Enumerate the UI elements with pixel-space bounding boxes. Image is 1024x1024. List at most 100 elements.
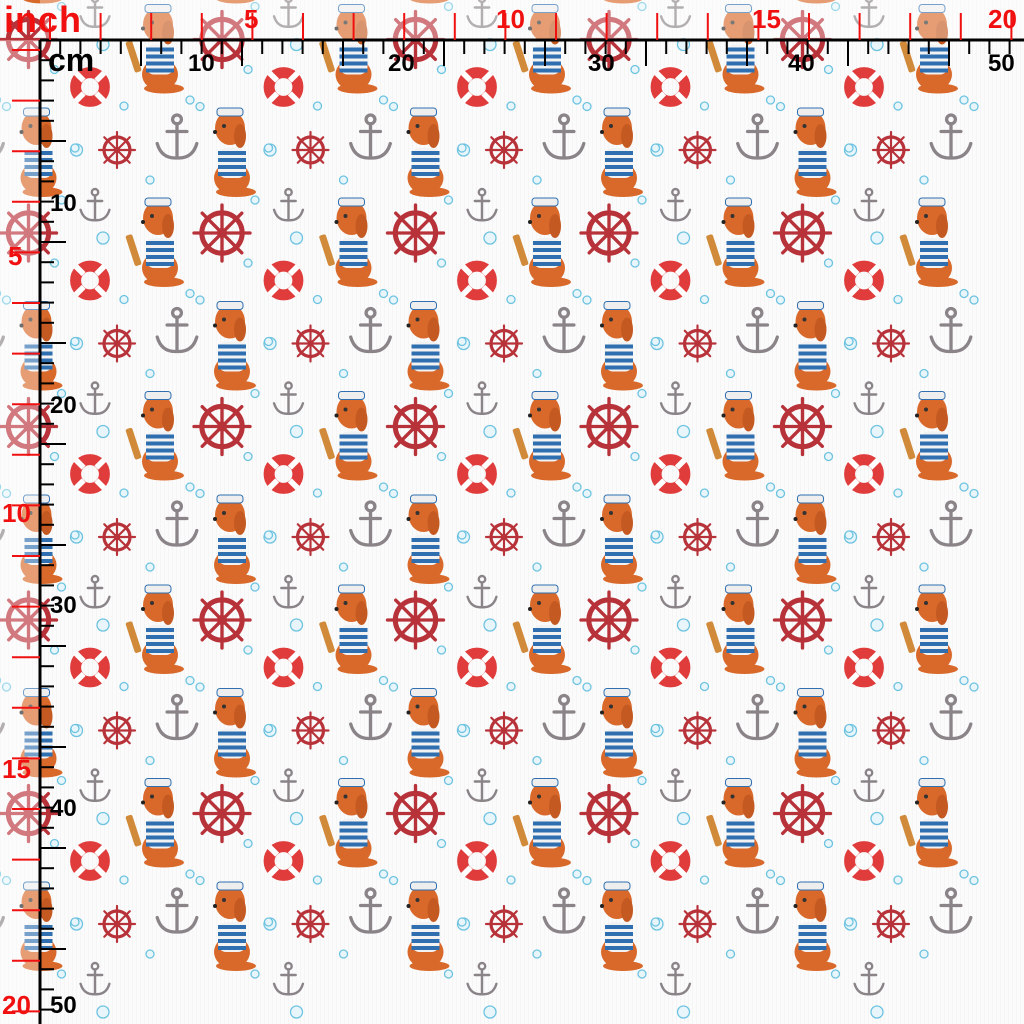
bubble-icon: [185, 675, 195, 686]
left-inch-label: 5: [8, 241, 23, 271]
bubble-icon: [765, 869, 776, 879]
lifebuoy-icon: [844, 647, 884, 688]
sailor-dog-spyglass-icon: [319, 584, 378, 674]
bubble-icon: [70, 143, 80, 153]
bubble-icon: [676, 811, 691, 826]
bubble-icon: [388, 488, 399, 499]
ship-wheel-small-icon: [97, 904, 137, 944]
sailor-dog-icon: [793, 107, 837, 197]
anchor-small-icon: [659, 187, 692, 222]
ship-wheel-small-icon: [484, 324, 524, 363]
anchor-large-icon: [542, 500, 586, 547]
bubble-icon: [775, 488, 786, 499]
left-inch-label: 20: [2, 990, 31, 1020]
bubble-icon: [96, 1005, 110, 1019]
anchor-large-icon: [736, 500, 779, 547]
bubble-icon: [443, 388, 454, 399]
ship-wheel-large-icon: [385, 783, 446, 844]
bubble-icon: [775, 875, 786, 886]
bubble-icon: [70, 336, 80, 347]
bubble-icon: [56, 1, 67, 12]
bubble-icon: [959, 869, 969, 879]
anchor-large-icon: [736, 306, 779, 354]
bubble-icon: [959, 95, 969, 105]
ship-wheel-small-icon: [678, 711, 717, 750]
bubble-icon: [56, 388, 67, 399]
bubble-icon: [243, 258, 253, 268]
anchor-small-icon: [853, 187, 885, 222]
bubble-icon: [378, 95, 389, 105]
lifebuoy-icon: [70, 647, 110, 688]
anchor-small-icon: [79, 187, 111, 222]
ship-wheel-small-icon: [678, 324, 717, 363]
anchor-large-icon: [542, 306, 586, 354]
bubble-icon: [630, 838, 640, 849]
bubble-icon: [195, 875, 205, 886]
anchor-small-icon: [853, 381, 885, 415]
bubble-icon: [388, 875, 399, 886]
bubble-icon: [572, 482, 582, 492]
bubble-icon: [1, 875, 12, 886]
bubble-icon: [250, 775, 260, 786]
sailor-dog-spyglass-icon: [899, 4, 958, 94]
bubble-icon: [250, 388, 260, 399]
bubble-icon: [919, 755, 929, 766]
ship-wheel-large-icon: [772, 396, 833, 457]
bubble-icon: [263, 723, 274, 734]
bubble-icon: [312, 101, 323, 111]
anchor-large-icon: [349, 306, 392, 354]
bubble-icon: [96, 618, 110, 632]
sailor-dog-icon: [410, 0, 449, 4]
bubble-icon: [250, 1, 260, 12]
bubble-icon: [699, 101, 710, 111]
bubble-icon: [436, 64, 447, 75]
bubble-icon: [582, 875, 592, 886]
bubble-icon: [263, 917, 274, 927]
bubble-icon: [243, 64, 253, 75]
sailor-dog-icon: [216, 0, 256, 4]
bubble-icon: [630, 451, 640, 462]
ship-wheel-small-icon: [871, 711, 911, 750]
bubble-icon: [443, 195, 454, 205]
bubble-icon: [775, 295, 786, 305]
bubble-icon: [443, 969, 454, 979]
sailor-dog-spyglass-icon: [899, 584, 958, 674]
bubble-icon: [457, 917, 467, 927]
anchor-small-icon: [272, 0, 305, 28]
bubble-icon: [378, 675, 389, 686]
sailor-dog-icon: [600, 881, 643, 971]
bubble-icon: [70, 530, 80, 540]
bubble-icon: [870, 231, 884, 245]
bubble-icon: [119, 875, 129, 885]
bubble-icon: [775, 101, 786, 112]
bubble-icon: [919, 175, 929, 185]
top-cm-label: 50: [988, 50, 1015, 77]
bubble-icon: [765, 288, 776, 299]
bubble-icon: [457, 530, 467, 540]
bubble-icon: [506, 488, 516, 498]
bubble-icon: [725, 755, 736, 766]
ship-wheel-small-icon: [871, 904, 911, 944]
bubble-icon: [56, 582, 67, 592]
lifebuoy-icon: [70, 841, 110, 881]
bubble-icon: [650, 336, 661, 347]
bubble-icon: [699, 294, 710, 305]
bubble-icon: [145, 368, 155, 379]
top-inch-label: 20: [988, 4, 1017, 34]
sailor-dog-icon: [793, 881, 837, 971]
bubble-icon: [388, 295, 399, 305]
bubble-icon: [765, 482, 776, 492]
bubble-icon: [195, 682, 205, 692]
ship-wheel-large-icon: [772, 783, 833, 844]
bubble-icon: [699, 488, 710, 498]
sailor-dog-spyglass-icon: [125, 391, 184, 481]
top-inch-label: 10: [496, 4, 525, 34]
ship-wheel-small-icon: [97, 324, 137, 363]
left-cm-label: 20: [50, 392, 77, 419]
ship-wheel-large-icon: [385, 396, 446, 457]
anchor-large-icon: [736, 693, 779, 741]
anchor-large-icon: [155, 500, 199, 547]
bubble-icon: [969, 875, 979, 886]
ship-wheel-small-icon: [484, 711, 524, 750]
